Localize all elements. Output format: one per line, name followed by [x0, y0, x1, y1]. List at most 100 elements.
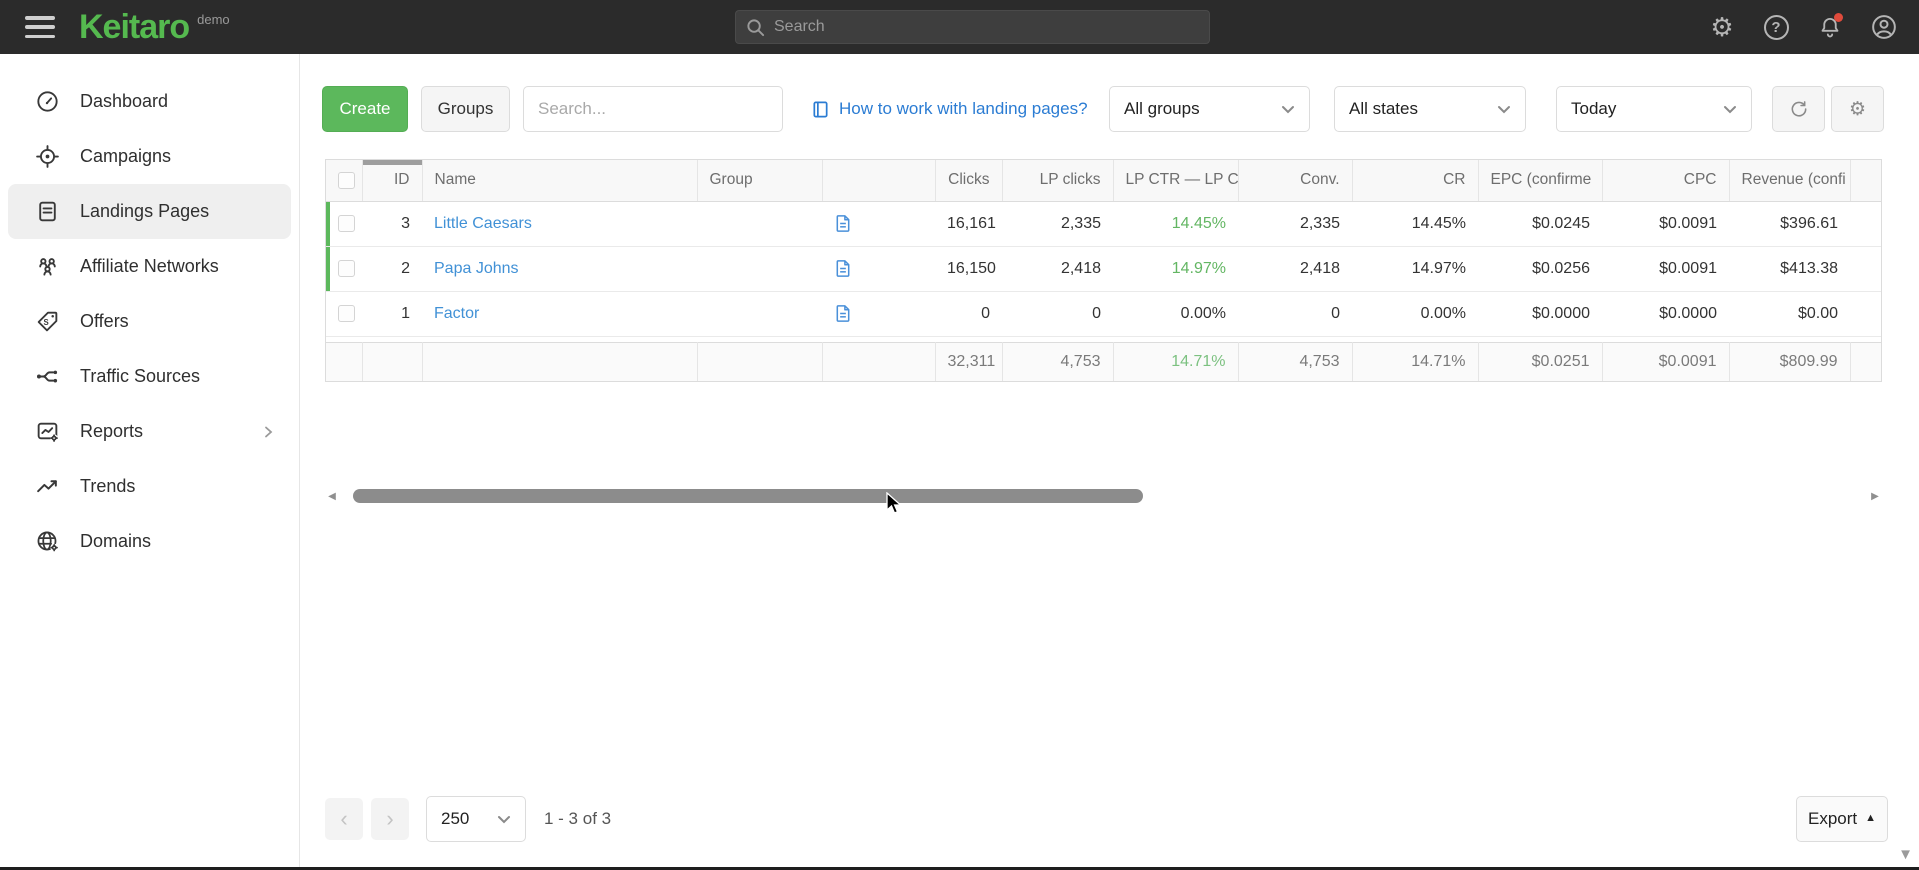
help-link[interactable]: How to work with landing pages?: [839, 99, 1088, 118]
row-checkbox[interactable]: [338, 304, 355, 322]
cell-group: [697, 246, 822, 292]
group-filter-value: All groups: [1124, 99, 1200, 118]
cell-id: 3: [362, 201, 422, 247]
cell-conversions: 0: [1238, 291, 1352, 337]
column-header-epc[interactable]: EPC (confirme: [1478, 160, 1603, 202]
landing-page-file-icon[interactable]: [834, 259, 923, 278]
column-header-group[interactable]: Group: [697, 160, 823, 202]
bottom-edge-strip: [0, 867, 1919, 870]
global-search-input[interactable]: [774, 18, 1199, 36]
chevron-down-icon: [1724, 105, 1736, 113]
column-header-name[interactable]: Name: [422, 160, 698, 202]
column-header-cpc[interactable]: CPC: [1602, 160, 1730, 202]
landing-name-link[interactable]: Little Caesars: [434, 214, 532, 232]
sidebar-label: Offers: [80, 311, 129, 331]
total-clicks: 32,311: [935, 341, 1003, 381]
chevron-down-icon: [498, 815, 510, 823]
scroll-right-arrow-icon[interactable]: ▶: [1871, 490, 1879, 502]
column-header-id[interactable]: ID: [362, 160, 423, 202]
scroll-left-arrow-icon[interactable]: ◀: [328, 490, 336, 502]
create-button[interactable]: Create: [322, 86, 408, 132]
caret-up-icon: ▲: [1865, 812, 1877, 824]
cell-group: [697, 201, 822, 247]
column-header-revenue[interactable]: Revenue (confi: [1729, 160, 1851, 202]
table-search-input[interactable]: [538, 99, 768, 119]
notifications-bell-icon[interactable]: [1815, 12, 1845, 42]
landing-name-link[interactable]: Papa Johns: [434, 259, 519, 277]
sidebar-item-traffic-sources[interactable]: Traffic Sources: [0, 349, 299, 404]
pagination-range-label: 1 - 3 of 3: [544, 809, 612, 828]
cell-conversions: 2,418: [1238, 246, 1352, 292]
sidebar-item-reports[interactable]: Reports: [0, 404, 299, 459]
row-checkbox[interactable]: [338, 259, 355, 277]
hamburger-menu-icon[interactable]: [25, 16, 55, 38]
cell-lp-clicks: 0: [1002, 291, 1113, 337]
column-header-cr[interactable]: CR: [1352, 160, 1479, 202]
total-cr: 14.71%: [1352, 341, 1479, 381]
groups-button[interactable]: Groups: [421, 86, 510, 132]
date-range-select[interactable]: Today: [1556, 86, 1752, 132]
sidebar-item-campaigns[interactable]: Campaigns: [0, 129, 299, 184]
cell-conversions: 2,335: [1238, 201, 1352, 247]
column-header-lp-ctr[interactable]: LP CTR — LP C: [1113, 160, 1239, 202]
account-avatar-icon[interactable]: [1869, 12, 1899, 42]
scrollbar-track[interactable]: [339, 489, 1868, 503]
sidebar-item-offers[interactable]: S Offers: [0, 294, 299, 349]
help-icon[interactable]: ?: [1761, 12, 1791, 42]
global-search[interactable]: [735, 10, 1210, 44]
select-all-checkbox[interactable]: [338, 171, 355, 189]
export-button[interactable]: Export ▲: [1796, 796, 1888, 842]
dashboard-icon: [34, 89, 60, 115]
total-epc: $0.0251: [1478, 341, 1603, 381]
row-checkbox[interactable]: [338, 214, 355, 232]
offers-icon: S: [34, 309, 60, 335]
topbar-icons: ⚙ ?: [1707, 0, 1899, 54]
horizontal-scrollbar: ◀ ▶: [325, 487, 1882, 505]
column-header-clicks[interactable]: Clicks: [935, 160, 1003, 202]
export-label: Export: [1807, 809, 1858, 828]
landing-page-file-icon[interactable]: [834, 214, 923, 233]
sidebar-label: Affiliate Networks: [80, 256, 219, 276]
column-header-conversions[interactable]: Conv.: [1238, 160, 1353, 202]
settings-gear-icon[interactable]: ⚙: [1710, 12, 1734, 42]
state-filter-value: All states: [1349, 99, 1418, 118]
total-lp-ctr: 14.71%: [1113, 341, 1239, 381]
scrollbar-thumb[interactable]: [353, 489, 1143, 503]
refresh-icon: [1791, 101, 1806, 117]
landing-page-file-icon[interactable]: [834, 304, 923, 323]
sidebar-item-domains[interactable]: Domains: [0, 514, 299, 569]
gear-icon: ⚙: [1848, 98, 1867, 120]
cell-cpc: $0.0000: [1602, 291, 1729, 337]
landing-name-link[interactable]: Factor: [434, 304, 480, 322]
sidebar-item-dashboard[interactable]: Dashboard: [0, 74, 299, 129]
column-header-lp-clicks[interactable]: LP clicks: [1002, 160, 1114, 202]
cell-cpc: $0.0091: [1602, 246, 1729, 292]
sidebar: Dashboard Campaigns Landings Pages Affil…: [0, 54, 300, 870]
table-settings-button[interactable]: ⚙: [1831, 86, 1884, 132]
notification-badge: [1834, 13, 1843, 22]
cell-lp-clicks: 2,418: [1002, 246, 1113, 292]
page-size-select[interactable]: 250: [426, 796, 526, 842]
cell-cr: 14.45%: [1352, 201, 1478, 247]
search-icon: [746, 18, 765, 37]
cell-group: [697, 291, 822, 337]
table-row: 2 Papa Johns 16,150 2,418 14.97% 2,418 1…: [326, 246, 1881, 292]
group-filter-select[interactable]: All groups: [1109, 86, 1310, 132]
next-page-button[interactable]: ›: [371, 798, 409, 840]
state-filter-select[interactable]: All states: [1334, 86, 1526, 132]
sidebar-label: Reports: [80, 421, 144, 441]
sidebar-label: Trends: [80, 476, 136, 496]
table-search[interactable]: [523, 86, 783, 132]
scroll-down-indicator-icon[interactable]: ▼: [1898, 846, 1913, 863]
table-row: 3 Little Caesars 16,161 2,335 14.45% 2,3…: [326, 201, 1881, 247]
cell-lp-ctr: 14.45%: [1113, 201, 1238, 247]
refresh-button[interactable]: [1772, 86, 1825, 132]
help-link-group[interactable]: How to work with landing pages?: [811, 99, 1088, 119]
cell-id: 2: [362, 246, 422, 292]
sidebar-item-landing-pages[interactable]: Landings Pages: [8, 184, 291, 239]
prev-page-button[interactable]: ‹: [325, 798, 363, 840]
sidebar-item-trends[interactable]: Trends: [0, 459, 299, 514]
cell-cpc: $0.0091: [1602, 201, 1729, 247]
sidebar-item-affiliate-networks[interactable]: Affiliate Networks: [0, 239, 299, 294]
